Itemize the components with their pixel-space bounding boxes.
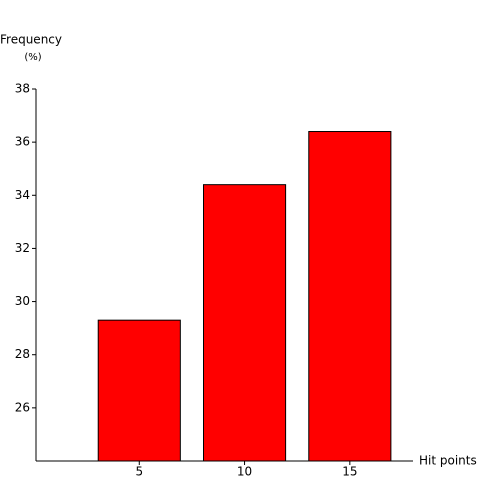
y-tick-label: 28 bbox=[15, 347, 30, 361]
y-tick-label: 38 bbox=[15, 82, 30, 96]
bar bbox=[308, 131, 392, 462]
y-axis-label: Frequency bbox=[0, 33, 62, 47]
y-tick-label: 36 bbox=[15, 135, 30, 149]
x-tick-label: 15 bbox=[342, 465, 357, 479]
y-axis-unit: (%) bbox=[24, 52, 41, 63]
bar bbox=[202, 184, 287, 462]
y-tick-label: 26 bbox=[15, 400, 30, 414]
y-tick-label: 32 bbox=[15, 241, 30, 255]
bar bbox=[97, 319, 181, 462]
y-tick-label: 30 bbox=[15, 294, 30, 308]
x-tick-label: 10 bbox=[237, 465, 252, 479]
x-axis-label: Hit points bbox=[419, 454, 477, 468]
x-tick-label: 5 bbox=[135, 465, 143, 479]
y-tick-label: 34 bbox=[15, 188, 30, 202]
